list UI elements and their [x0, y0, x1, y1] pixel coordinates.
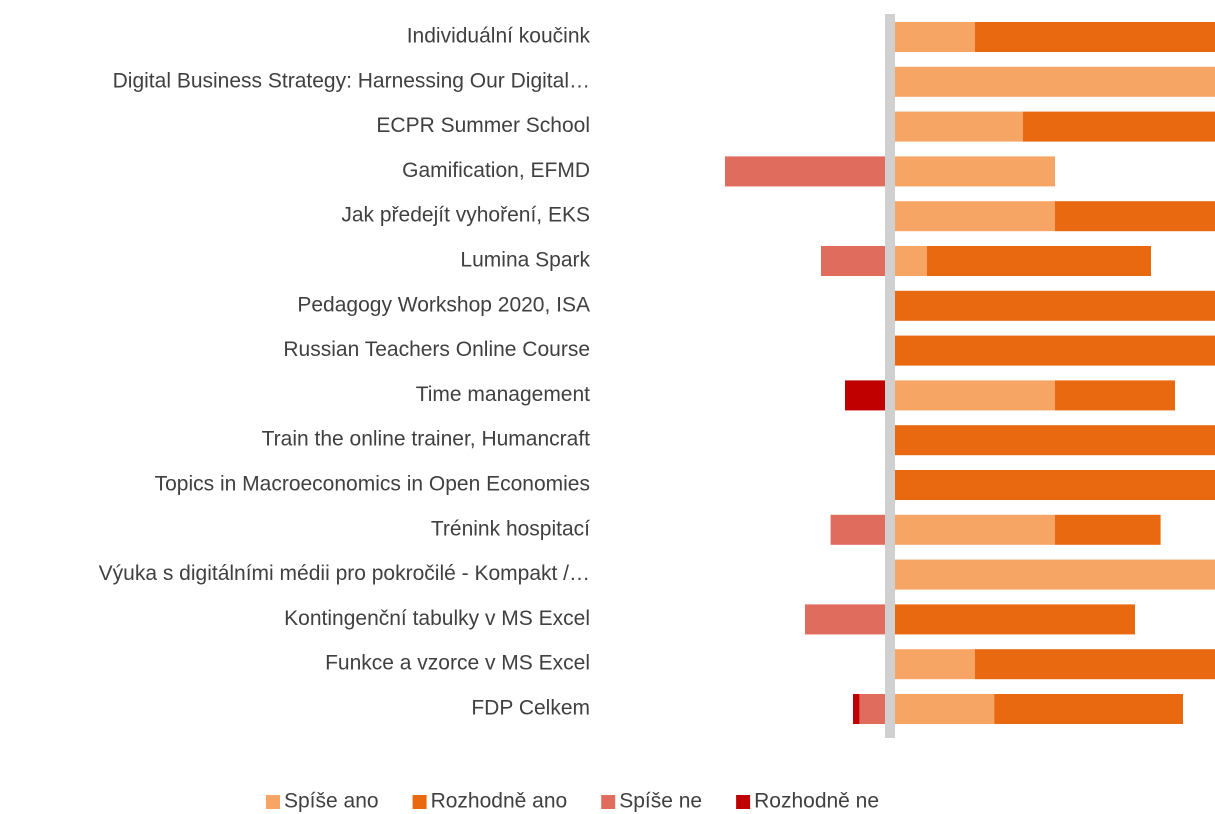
bar-segment	[895, 22, 975, 52]
bar-segment	[805, 604, 885, 635]
legend-swatch	[412, 795, 427, 809]
bar-segment	[1055, 380, 1175, 411]
zero-axis	[885, 14, 895, 738]
bar-segment	[845, 380, 885, 411]
y-tick-label: Pedagogy Workshop 2020, ISA	[297, 293, 590, 316]
bar-segment	[1055, 201, 1215, 232]
y-tick-label: Trénink hospitací	[431, 517, 590, 540]
y-tick-label: Russian Teachers Online Course	[283, 338, 590, 361]
y-tick-label: Train the online trainer, Humancraft	[262, 428, 591, 451]
legend-label: Rozhodně ne	[754, 790, 879, 813]
legend-label: Spíše ne	[619, 790, 702, 813]
legend-label: Rozhodně ano	[431, 790, 568, 813]
bar-segment	[975, 22, 1215, 52]
bar-segment	[895, 156, 1055, 187]
y-tick-label: Jak předejít vyhoření, EKS	[341, 204, 590, 227]
bar-segment	[895, 246, 927, 276]
y-tick-label: Topics in Macroeconomics in Open Economi…	[155, 473, 590, 496]
bar-segment	[895, 470, 1215, 500]
y-tick-label: Kontingenční tabulky v MS Excel	[284, 607, 590, 630]
legend-swatch	[601, 795, 616, 809]
bar-segment	[895, 111, 1023, 142]
bar-segment	[895, 649, 975, 680]
y-tick-label: Výuka s digitálními médii pro pokročilé …	[99, 562, 590, 585]
bar-segment	[895, 290, 1215, 321]
legend-label: Spíše ano	[284, 790, 379, 813]
y-tick-label: Individuální koučink	[407, 25, 591, 48]
bar-segment	[994, 694, 1183, 724]
bar-segment	[895, 201, 1055, 232]
y-tick-label: Time management	[416, 383, 590, 406]
bar-segment	[975, 649, 1215, 680]
bar-segment	[895, 425, 1215, 456]
legend-swatch	[266, 795, 280, 809]
y-tick-label: ECPR Summer School	[376, 114, 590, 137]
bar-segment	[830, 514, 885, 545]
bar-segment	[895, 514, 1055, 545]
y-tick-label: Lumina Spark	[460, 249, 590, 272]
bar-segment	[895, 335, 1215, 366]
bar-segment	[895, 604, 1135, 635]
bar-segment	[895, 66, 1215, 97]
bar-segment	[821, 246, 885, 276]
y-tick-label: Gamification, EFMD	[402, 159, 590, 182]
bar-segment	[927, 246, 1151, 276]
bar-segment	[1055, 514, 1161, 545]
y-tick-label: Funkce a vzorce v MS Excel	[325, 652, 590, 675]
bar-segment	[1023, 111, 1215, 142]
bar-segment	[859, 694, 885, 724]
y-tick-label: Digital Business Strategy: Harnessing Ou…	[113, 69, 590, 92]
bar-segment	[725, 156, 885, 187]
y-tick-label: FDP Celkem	[471, 697, 590, 720]
bar-segment	[853, 694, 860, 724]
bar-segment	[895, 694, 995, 724]
bar-segment	[895, 559, 1215, 590]
legend-swatch	[736, 795, 751, 809]
bar-segment	[895, 380, 1055, 411]
